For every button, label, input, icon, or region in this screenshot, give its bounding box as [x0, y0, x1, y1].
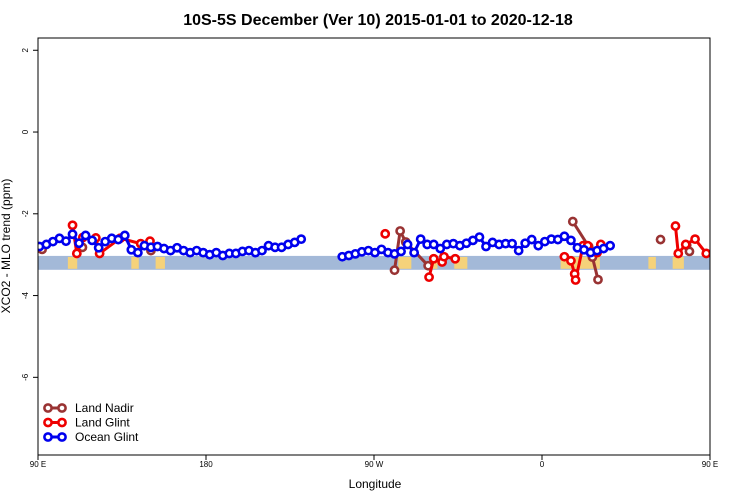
plot-area	[29, 216, 750, 285]
x-tick-label: 180	[199, 460, 213, 469]
data-point	[389, 265, 400, 276]
data-point	[395, 226, 406, 236]
legend-marker	[43, 417, 53, 428]
data-point	[533, 240, 544, 251]
data-point	[481, 241, 491, 252]
data-point	[402, 239, 413, 250]
land-segment	[454, 256, 468, 269]
legend-label: Land Nadir	[75, 401, 134, 415]
plot-inner	[29, 216, 750, 285]
data-point	[701, 248, 710, 259]
ocean-band	[38, 255, 710, 270]
data-point	[61, 236, 71, 247]
land-segment	[672, 256, 684, 269]
data-point	[113, 234, 124, 245]
data-point	[428, 253, 439, 264]
y-axis-label: XCO2 - MLO trend (ppm)	[0, 179, 13, 314]
y-tick-label: -2	[21, 210, 30, 218]
data-point	[570, 275, 581, 285]
land-segment	[648, 256, 656, 269]
data-point	[409, 247, 420, 258]
data-point	[93, 242, 104, 253]
data-point	[71, 248, 82, 259]
land-segment	[398, 256, 412, 269]
data-point	[655, 234, 666, 245]
chart-title: 10S-5S December (Ver 10) 2015-01-01 to 2…	[183, 12, 573, 29]
data-point	[474, 232, 485, 242]
data-point	[566, 255, 576, 266]
data-point	[428, 239, 439, 250]
data-point	[132, 247, 143, 258]
data-point	[670, 221, 681, 231]
data-point	[559, 251, 570, 262]
data-point	[67, 229, 78, 240]
data-point	[415, 234, 426, 245]
data-point	[566, 235, 576, 246]
y-tick-label: -6	[21, 373, 30, 381]
x-tick-label: 90 E	[30, 460, 46, 469]
legend-label: Land Glint	[75, 416, 130, 430]
legend-marker	[57, 417, 67, 428]
y-tick-label: -4	[21, 291, 30, 299]
x-tick-label: 90 E	[702, 460, 718, 469]
data-point	[380, 228, 391, 239]
data-point	[567, 216, 578, 227]
legend-marker	[43, 403, 53, 413]
legend-item: Land Nadir	[43, 401, 134, 415]
data-point	[257, 245, 267, 256]
x-axis-label: Longitude	[349, 477, 402, 491]
legend-item: Ocean Glint	[43, 430, 139, 444]
data-point	[690, 234, 700, 245]
x-tick-label: 0	[540, 460, 545, 469]
data-point	[680, 239, 691, 250]
y-axis: 2 0 -2 -4 -6	[21, 47, 38, 381]
data-point	[296, 234, 307, 245]
data-point	[593, 274, 603, 285]
series-ocean-glint	[29, 229, 616, 262]
data-point	[396, 246, 406, 257]
data-point	[439, 251, 449, 262]
data-point	[67, 220, 78, 231]
legend-marker	[57, 403, 67, 413]
data-point	[673, 248, 684, 259]
land-segment	[155, 256, 165, 269]
data-point	[74, 238, 84, 249]
data-point	[526, 234, 537, 245]
data-point	[119, 230, 130, 241]
land-segment	[131, 256, 139, 269]
legend-item: Land Glint	[43, 416, 130, 430]
data-point	[507, 238, 518, 249]
legend-label: Ocean Glint	[75, 430, 139, 444]
land-segment	[67, 256, 78, 269]
data-point	[450, 253, 461, 264]
data-point	[87, 235, 98, 246]
data-point	[424, 272, 434, 283]
y-tick-label: 2	[21, 47, 30, 52]
data-point	[684, 246, 695, 257]
legend-marker	[57, 432, 67, 442]
data-point	[559, 231, 570, 242]
data-point	[80, 230, 91, 241]
data-point	[513, 245, 524, 256]
x-axis: 90 E 180 90 W 0 90 E	[30, 455, 718, 469]
data-point	[605, 240, 616, 251]
legend-marker	[43, 432, 53, 442]
data-point	[435, 243, 446, 254]
x-tick-label: 90 W	[365, 460, 384, 469]
data-point	[29, 243, 36, 250]
y-tick-label: 0	[21, 129, 30, 134]
data-point	[746, 247, 750, 254]
